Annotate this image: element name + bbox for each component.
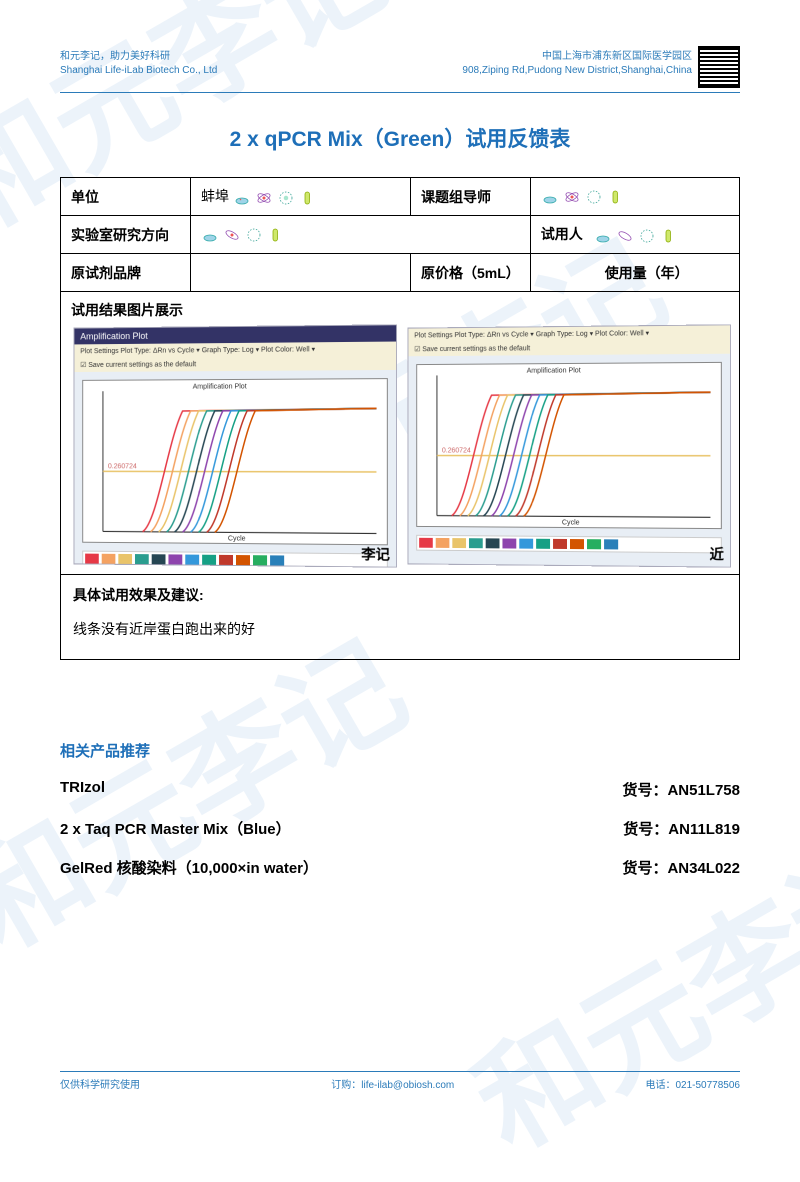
label-brand: 原试剂品牌 [61, 254, 191, 292]
science-icons [594, 227, 678, 245]
product-sku: 货号：AN34L022 [622, 857, 740, 878]
cell-user: 试用人 [530, 216, 739, 254]
result-screenshot-left: Amplification Plot Plot Settings Plot Ty… [73, 324, 397, 567]
amplification-chart: 0.260724 Cycle Amplification Plot [82, 378, 388, 545]
value-advisor [530, 178, 739, 216]
feedback-title: 具体试用效果及建议: [73, 585, 727, 605]
product-row: 2 x Taq PCR Master Mix（Blue） 货号：AN11L819 [60, 818, 740, 839]
related-title: 相关产品推荐 [60, 740, 740, 761]
svg-text:Cycle: Cycle [228, 535, 246, 542]
science-icons [233, 189, 317, 207]
product-row: GelRed 核酸染料（10,000×in water） 货号：AN34L022 [60, 857, 740, 878]
label-unit: 单位 [61, 178, 191, 216]
product-name: 2 x Taq PCR Master Mix（Blue） [60, 818, 291, 839]
footer-right: 电话：021-50778506 [645, 1076, 740, 1091]
feedback-form-table: 单位 蚌埠 课题组导师 实验室研究方 [60, 177, 740, 292]
header-company-cn: 和元李记，助力美好科研 [60, 50, 217, 64]
result-screenshot-right: Plot Settings Plot Type: ΔRn vs Cycle ▾ … [407, 324, 731, 567]
value-brand [191, 254, 411, 292]
svg-text:Amplification Plot: Amplification Plot [527, 367, 581, 374]
label-price: 原价格（5mL） [411, 254, 531, 292]
feedback-section: 具体试用效果及建议: 线条没有近岸蛋白跑出来的好 [60, 575, 740, 660]
label-direction: 实验室研究方向 [61, 216, 191, 254]
svg-text:Cycle: Cycle [562, 519, 580, 526]
science-icons [541, 188, 625, 206]
product-row: TRIzol 货号：AN51L758 [60, 779, 740, 800]
product-name: GelRed 核酸染料（10,000×in water） [60, 857, 318, 878]
chart-legend [82, 551, 388, 568]
caption-left: 李记 [361, 544, 390, 565]
image-section: 试用结果图片展示 Amplification Plot Plot Setting… [60, 292, 740, 575]
page-header: 和元李记，助力美好科研 Shanghai Life-iLab Biotech C… [60, 50, 740, 93]
page-footer: 仅供科学研究使用 订购：life-ilab@obiosh.com 电话：021-… [60, 1071, 740, 1091]
footer-left: 仅供科学研究使用 [60, 1076, 140, 1091]
svg-text:0.260724: 0.260724 [108, 463, 137, 470]
label-advisor: 课题组导师 [411, 178, 531, 216]
chart-legend [416, 535, 722, 554]
qr-code-icon [698, 46, 740, 88]
feedback-body: 线条没有近岸蛋白跑出来的好 [73, 619, 727, 639]
header-addr-cn: 中国上海市浦东新区国际医学园区 [462, 50, 692, 64]
science-icons [201, 226, 285, 244]
image-section-title: 试用结果图片展示 [71, 300, 729, 320]
product-sku: 货号：AN11L819 [623, 818, 740, 839]
product-name: TRIzol [60, 779, 105, 800]
value-unit: 蚌埠 [191, 178, 411, 216]
related-products: 相关产品推荐 TRIzol 货号：AN51L758 2 x Taq PCR Mast… [60, 740, 740, 878]
header-addr-en: 908,Ziping Rd,Pudong New District,Shangh… [462, 64, 692, 78]
footer-center: 订购：life-ilab@obiosh.com [331, 1076, 454, 1091]
header-company-en: Shanghai Life-iLab Biotech Co., Ltd [60, 64, 217, 78]
product-sku: 货号：AN51L758 [622, 779, 740, 800]
svg-text:0.260724: 0.260724 [442, 448, 471, 455]
caption-right: 近 [710, 544, 724, 564]
amplification-chart: 0.260724 Cycle Amplification Plot [416, 362, 722, 529]
svg-text:Amplification Plot: Amplification Plot [193, 383, 247, 390]
cell-price-usage: 使用量（年） [530, 254, 739, 292]
page-title: 2 x qPCR Mix（Green）试用反馈表 [60, 123, 740, 153]
value-direction [191, 216, 531, 254]
